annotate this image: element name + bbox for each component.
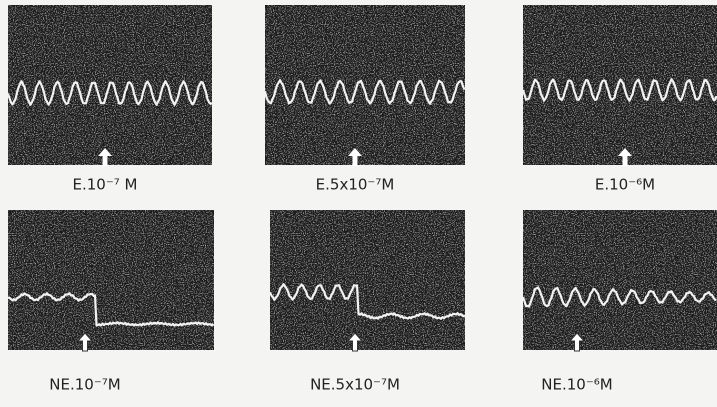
- panel-label: E.10⁻⁶M: [595, 176, 655, 194]
- panel-label: E.5x10⁻⁷M: [316, 176, 395, 194]
- panel-label: NE.10⁻⁷M: [49, 376, 120, 394]
- stimulus-arrow: [568, 332, 586, 352]
- trace: [521, 286, 717, 308]
- panel-label: NE.10⁻⁶M: [541, 376, 612, 394]
- stimulus-arrow: [348, 148, 362, 166]
- stimulus-arrow: [76, 332, 94, 352]
- panel-label: E.10⁻⁷ M: [73, 176, 138, 194]
- trace: [6, 80, 213, 106]
- trace: [263, 79, 466, 105]
- trace: [268, 283, 466, 320]
- scope-panel: [523, 210, 717, 350]
- stimulus-arrow: [98, 148, 112, 166]
- scope-panel: [270, 210, 465, 350]
- stimulus-arrow: [346, 332, 364, 352]
- trace: [7, 292, 215, 327]
- stimulus-arrow: [618, 148, 632, 166]
- scope-panel: [8, 210, 214, 350]
- scope-panel: [523, 5, 717, 165]
- panel-label: NE.5x10⁻⁷M: [310, 376, 400, 394]
- trace: [521, 78, 717, 102]
- scope-panel: [265, 5, 465, 165]
